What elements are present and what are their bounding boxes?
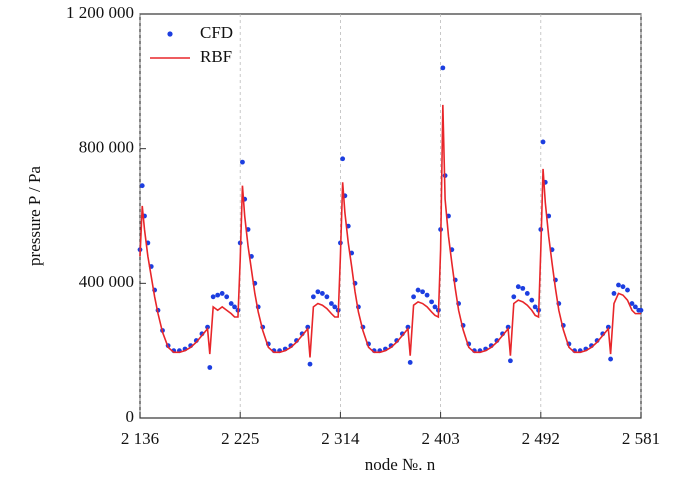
data-point — [415, 287, 421, 293]
data-point — [324, 294, 330, 300]
x-tick-label: 2 225 — [221, 429, 259, 448]
data-point — [205, 324, 210, 330]
data-point — [508, 358, 513, 364]
data-point — [524, 291, 530, 296]
data-point — [608, 356, 614, 362]
data-point — [616, 282, 621, 288]
data-point — [625, 287, 630, 293]
data-point — [632, 304, 638, 310]
data-point — [611, 291, 617, 296]
data-point — [139, 183, 145, 189]
x-tick-label: 2 403 — [421, 429, 459, 448]
data-point — [411, 294, 416, 300]
x-axis-label: node №. n — [365, 455, 436, 474]
data-point — [210, 294, 216, 300]
legend-label: RBF — [200, 47, 232, 66]
data-point — [310, 294, 316, 300]
data-point — [440, 65, 446, 71]
data-point — [420, 289, 425, 295]
plot-frame — [139, 13, 642, 419]
data-point — [224, 294, 230, 300]
data-point — [520, 285, 526, 291]
data-point — [424, 292, 430, 298]
y-tick-label: 400 000 — [79, 272, 134, 291]
data-point — [605, 324, 611, 330]
data-point — [305, 324, 311, 330]
data-point — [432, 304, 438, 310]
y-axis-label: pressure P / Pa — [25, 166, 44, 266]
data-point — [505, 324, 511, 330]
x-tick-label: 2 581 — [622, 429, 660, 448]
data-point — [629, 301, 635, 306]
data-point — [340, 156, 346, 162]
x-tick-label: 2 492 — [522, 429, 560, 448]
data-point — [315, 289, 321, 295]
data-point — [328, 301, 334, 306]
x-tick-label: 2 136 — [121, 429, 159, 448]
data-point — [429, 299, 434, 305]
data-point — [207, 365, 213, 370]
y-tick-label: 800 000 — [79, 138, 134, 157]
legend-swatch — [167, 31, 173, 37]
data-point — [638, 307, 644, 313]
legend-label: CFD — [200, 23, 233, 42]
data-point — [307, 361, 313, 367]
data-point — [219, 291, 225, 296]
data-point — [228, 301, 234, 306]
data-point — [620, 284, 626, 290]
data-point — [540, 139, 546, 145]
data-point — [319, 291, 325, 296]
data-point — [532, 304, 538, 310]
data-point — [232, 304, 237, 310]
x-tick-label: 2 314 — [321, 429, 360, 448]
data-point — [215, 292, 221, 298]
y-tick-label: 0 — [126, 407, 135, 426]
data-point — [405, 324, 411, 330]
data-point — [332, 304, 338, 310]
data-point — [407, 360, 413, 365]
y-tick-label: 1 200 000 — [66, 3, 134, 22]
data-point — [240, 159, 245, 165]
data-point — [529, 297, 535, 303]
data-point — [515, 284, 521, 290]
series-line — [139, 104, 641, 358]
data-point — [511, 294, 517, 300]
